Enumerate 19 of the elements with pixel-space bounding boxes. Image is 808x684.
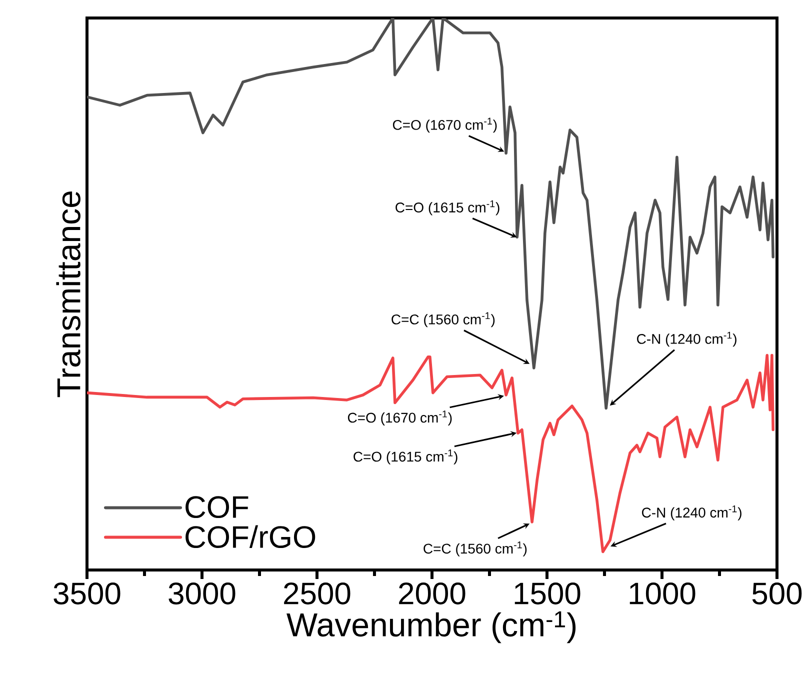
x-axis-title: Wavenumber (cm$^{-1}$) [286, 611, 576, 644]
x-tick-label: 1500 [514, 582, 580, 604]
annotation: C=O (1670 cm$^{-1}$) [392, 118, 497, 133]
x-tick-label: 2000 [399, 582, 466, 604]
x-tick-label: 2500 [284, 582, 350, 604]
x-tick-label: 3500 [54, 582, 120, 604]
annotation: C=C (1560 cm$^{-1}$) [424, 542, 527, 556]
y-axis-title: Transmittance [56, 192, 80, 398]
x-tick-label: 500 [752, 582, 802, 604]
legend-label: COF/rGO [186, 525, 316, 548]
annotation: C-N (1240 cm$^{-1}$) [642, 505, 742, 520]
annotation: C-N (1240 cm$^{-1}$) [636, 332, 736, 347]
annotation: C=O (1615 cm$^{-1}$) [354, 450, 458, 464]
x-tick-label: 3000 [168, 582, 236, 604]
x-tick-label: 1000 [630, 582, 696, 604]
annotation: C=O (1670 cm$^{-1}$) [348, 410, 452, 426]
annotation: C=O (1615 cm$^{-1}$) [396, 200, 500, 216]
legend-label: COF [186, 496, 248, 518]
annotation: C=C (1560 cm$^{-1}$) [392, 312, 495, 328]
